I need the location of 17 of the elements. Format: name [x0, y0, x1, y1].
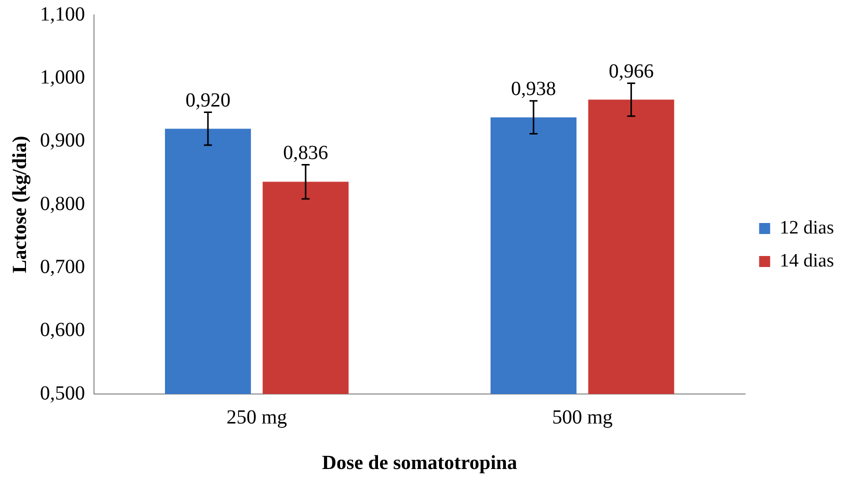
x-axis-title: Dose de somatotropina	[322, 452, 518, 474]
y-tick-label: 1,100	[40, 3, 85, 26]
y-tick-label: 0,800	[40, 192, 85, 215]
legend-label: 12 dias	[780, 217, 834, 238]
y-tick-label: 0,700	[40, 256, 85, 278]
legend-label: 14 dias	[780, 250, 834, 272]
y-tick-label: 0,500	[40, 382, 85, 404]
data-label: 0,966	[608, 60, 654, 82]
data-label: 0,836	[283, 142, 328, 164]
data-label: 0,938	[511, 78, 556, 100]
x-tick-label: 250 mg	[226, 406, 288, 428]
y-tick-label: 0,600	[40, 319, 85, 342]
y-tick-label: 0,900	[40, 130, 85, 152]
y-tick-label: 1,000	[40, 66, 85, 88]
data-label: 0,920	[185, 90, 230, 112]
y-axis-title: Lactose (kg/dia)	[9, 136, 32, 274]
x-tick-label: 500 mg	[552, 406, 613, 428]
